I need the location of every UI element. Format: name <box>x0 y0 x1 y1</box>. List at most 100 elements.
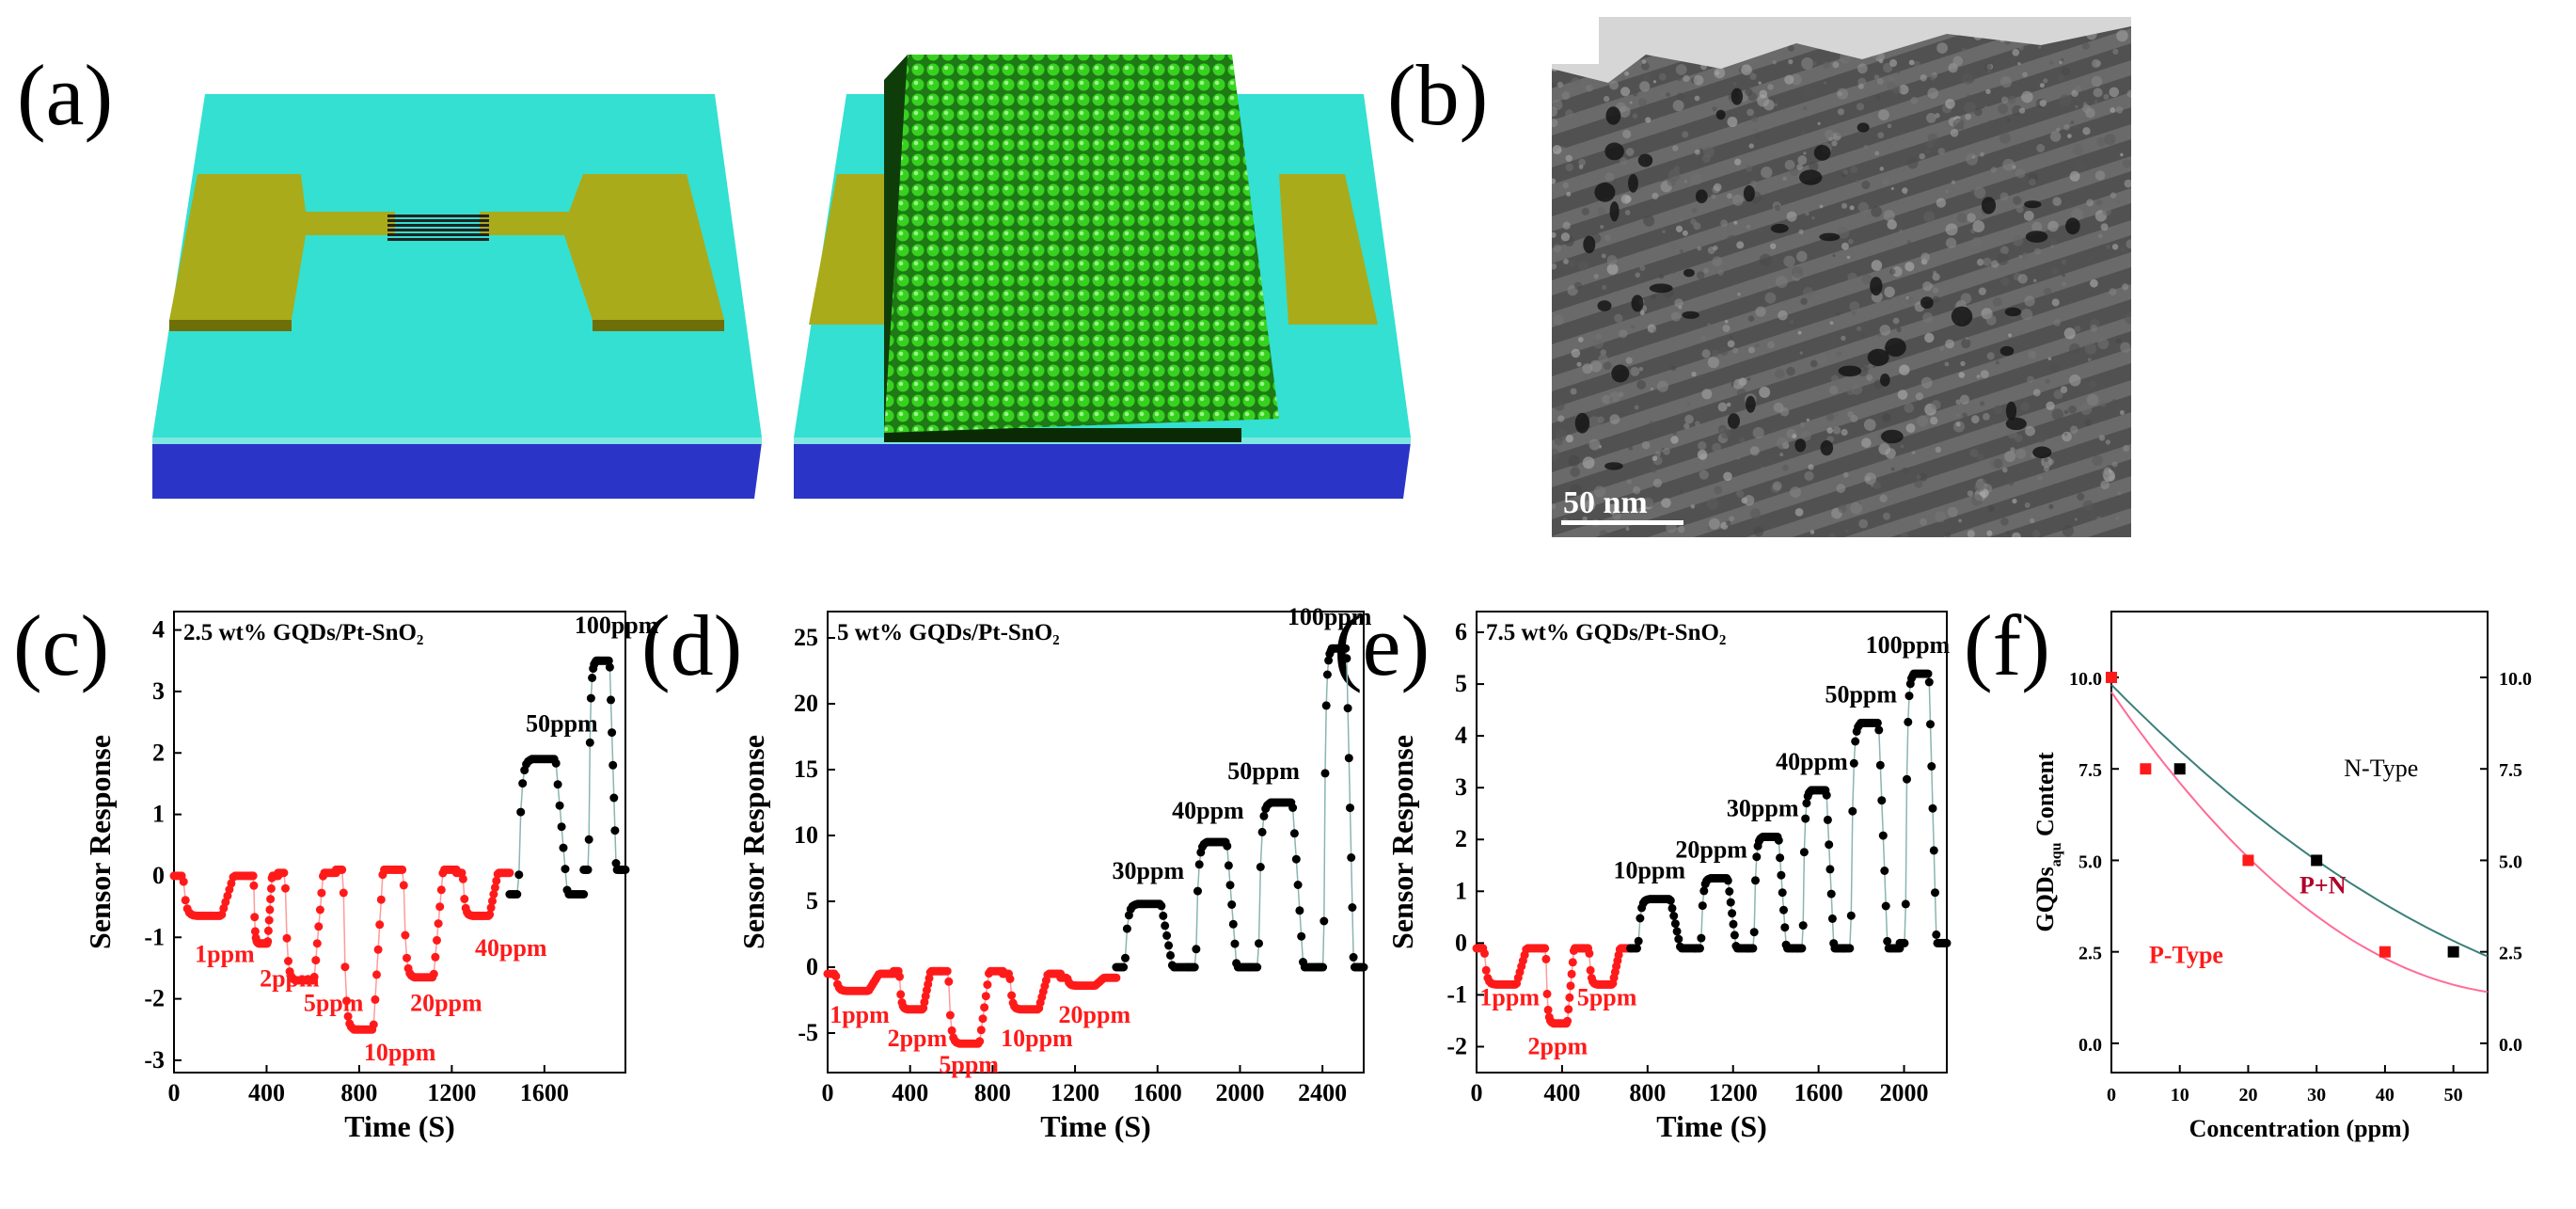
chart-f: 0 10 20 30 40 50 0.0 0.0 2.5 2.5 5.0 5.0 7.5 7.5 10.0 1… <box>2031 611 2532 1142</box>
tem-grain <box>1782 176 1787 182</box>
tem-grain <box>1727 117 1738 127</box>
tem-grain <box>2105 439 2110 445</box>
response-markers <box>1112 899 1193 972</box>
tem-grain <box>1829 385 1839 395</box>
data-point <box>279 868 289 878</box>
tem-grain <box>1712 256 1723 267</box>
tem-grain <box>1900 532 1908 537</box>
tem-grain <box>2109 288 2117 296</box>
fit-curve <box>2110 684 2489 958</box>
tem-grain <box>1939 346 1945 351</box>
tem-grain <box>1767 84 1774 90</box>
tem-grain <box>2112 48 2119 56</box>
data-point <box>1730 931 1739 940</box>
tem-grain <box>1691 207 1698 214</box>
tem-grain <box>1904 403 1915 413</box>
data-point <box>1929 846 1938 855</box>
data-point <box>1924 677 1934 687</box>
data-point <box>1563 1016 1572 1026</box>
tem-grain <box>1577 337 1584 342</box>
tem-grain <box>1967 94 1971 99</box>
tem-grain <box>2096 136 2107 147</box>
data-point <box>1697 933 1706 943</box>
tem-grain <box>1966 152 1979 166</box>
x-tick-label: 400 <box>892 1079 928 1106</box>
tem-grain <box>1899 364 1910 375</box>
tem-grain <box>1850 414 1858 422</box>
tem-grain <box>1695 421 1700 426</box>
tem-grain <box>2086 393 2099 406</box>
device-schematic-coated <box>794 55 1411 499</box>
panel-label-c: (c) <box>13 597 110 693</box>
tem-grain <box>1641 59 1647 64</box>
tem-grain <box>1857 326 1862 331</box>
data-point <box>1567 969 1576 978</box>
tem-grain <box>1930 416 1938 425</box>
data-point <box>896 990 906 999</box>
tem-grain <box>1632 113 1638 119</box>
tem-grain <box>1907 240 1911 244</box>
data-point <box>1348 903 1357 912</box>
scale-bar-label: 50 nm <box>1563 485 1648 520</box>
data-point <box>1699 886 1709 896</box>
tem-grain <box>2084 419 2092 426</box>
tem-grain <box>1931 400 1941 410</box>
tem-grain <box>2103 93 2110 100</box>
tem-grain <box>2039 83 2045 88</box>
tem-grain <box>1878 443 1890 455</box>
tem-grain <box>1970 415 1980 424</box>
data-point <box>181 896 190 905</box>
response-markers <box>391 865 461 982</box>
tem-grain <box>1908 59 1915 66</box>
tem-grain <box>2063 327 2076 340</box>
data-point <box>1667 903 1677 913</box>
tem-grain <box>2077 492 2085 501</box>
data-point <box>1634 936 1643 946</box>
tem-grain <box>1790 320 1794 324</box>
tem-grain <box>1838 91 1842 97</box>
tem-grain <box>1830 374 1840 383</box>
type-annotation: P+N <box>2299 871 2347 899</box>
tem-grain <box>1557 81 1564 87</box>
tem-grain <box>1991 260 1999 268</box>
tem-particle <box>1609 201 1620 222</box>
data-point <box>1291 854 1301 864</box>
tem-grain <box>1778 310 1788 321</box>
tem-grain <box>1609 80 1620 90</box>
data-point <box>1297 931 1306 941</box>
tem-grain <box>1969 448 1979 458</box>
y-tick-label: 4 <box>152 616 165 644</box>
tem-grain <box>1698 441 1707 451</box>
tem-grain <box>1676 75 1683 82</box>
tem-grain <box>1604 172 1615 183</box>
data-point <box>609 793 619 803</box>
y-tick-label: 5 <box>1455 670 1467 697</box>
tem-grain <box>1749 446 1760 456</box>
data-point <box>489 890 498 899</box>
tem-particle <box>1746 395 1756 413</box>
tem-grain <box>2051 298 2060 307</box>
tem-grain <box>1857 83 1864 89</box>
tem-grain <box>1571 348 1581 358</box>
data-point <box>1541 944 1550 953</box>
concentration-label: 50ppm <box>526 709 598 737</box>
tem-grain <box>1747 315 1755 322</box>
concentration-label: 5ppm <box>1577 983 1637 1010</box>
tem-particle <box>1857 122 1870 133</box>
tem-grain <box>1819 204 1824 209</box>
data-point <box>1223 841 1232 851</box>
response-markers <box>1895 669 1952 947</box>
data-point <box>553 780 562 789</box>
tem-grain <box>2059 94 2072 106</box>
data-point <box>611 859 621 867</box>
tem-grain <box>2072 143 2084 155</box>
data-point <box>315 905 324 915</box>
data-point <box>505 868 514 878</box>
tem-grain <box>2124 179 2131 188</box>
y-tick-label: 5 <box>806 887 818 915</box>
tem-grain <box>1593 485 1606 498</box>
concentration-label: 40ppm <box>1776 748 1848 775</box>
tem-grain <box>1712 106 1717 112</box>
tem-grain <box>1650 466 1657 473</box>
tem-grain <box>1779 453 1784 457</box>
